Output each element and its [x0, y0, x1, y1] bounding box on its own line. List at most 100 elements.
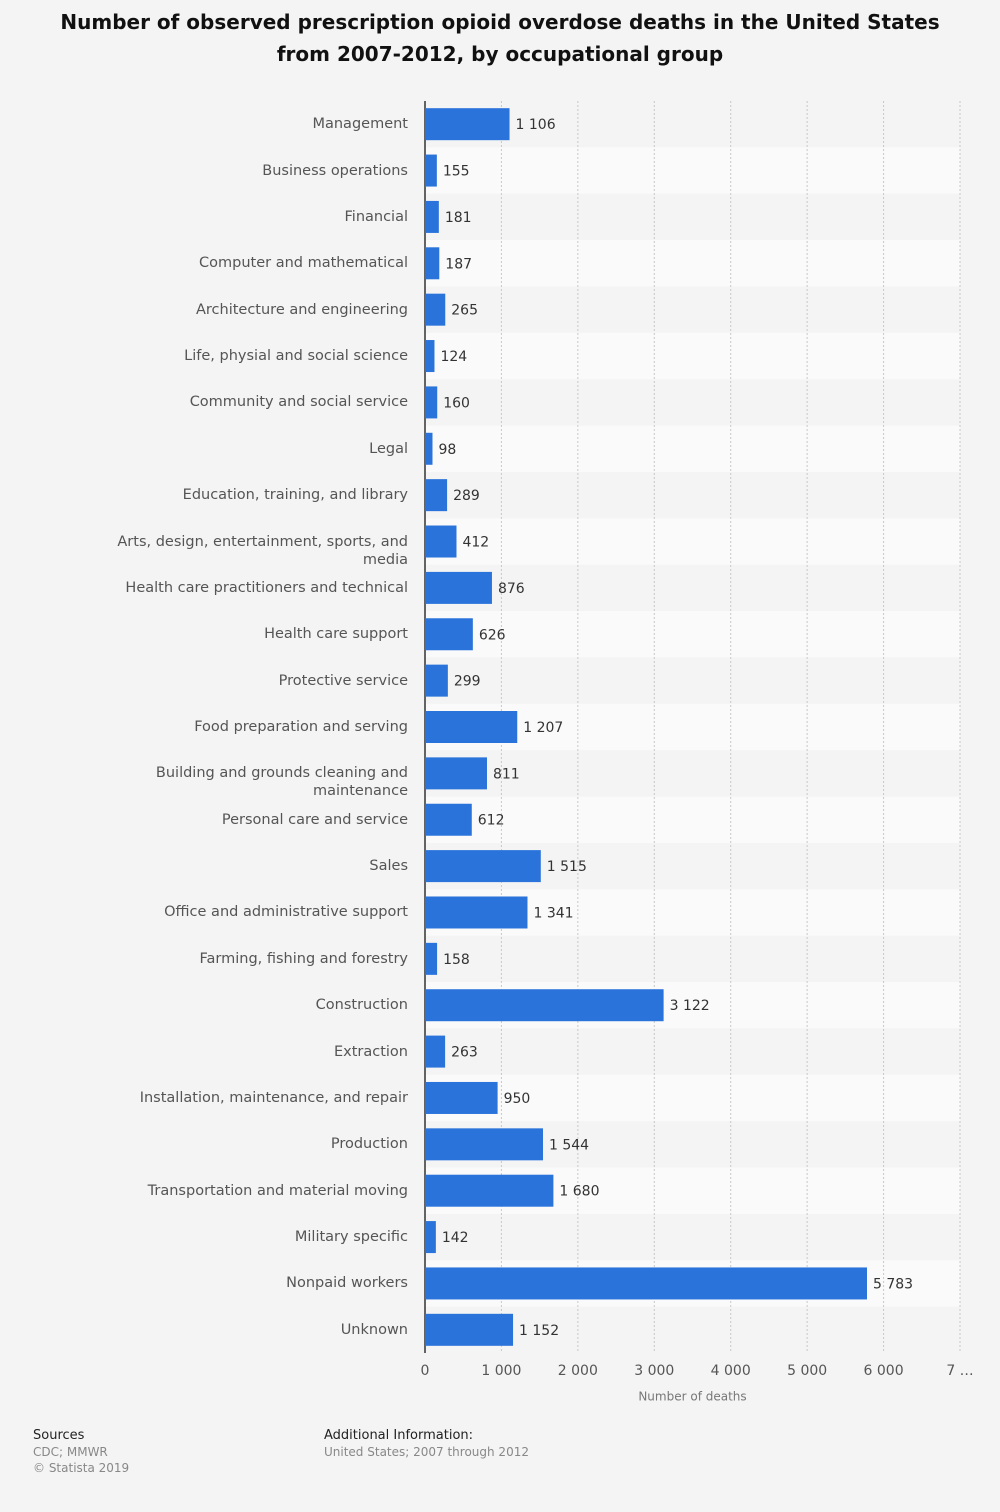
row-stripe	[425, 1074, 960, 1122]
info-text: United States; 2007 through 2012	[324, 1445, 529, 1459]
bar	[425, 1313, 514, 1346]
y-tick-label: Business operations	[262, 162, 408, 179]
bar	[425, 664, 448, 697]
row-stripe	[425, 611, 960, 658]
y-tick-label: Health care practitioners and technical	[125, 579, 408, 596]
y-tick-label: Production	[330, 1136, 408, 1153]
bar	[425, 1035, 446, 1068]
row-stripe	[425, 332, 960, 380]
y-tick-label: Computer and mathematical	[199, 255, 408, 272]
bar	[425, 1267, 867, 1300]
y-tick-label: Office and administrative support	[164, 904, 408, 921]
value-label: 263	[451, 1045, 478, 1061]
bar	[425, 293, 446, 326]
sources-heading: Sources	[33, 1428, 85, 1443]
chart-title: Number of observed prescription opioid o…	[60, 10, 940, 66]
y-tick-label: Unknown	[340, 1321, 408, 1338]
value-label: 187	[445, 256, 472, 272]
y-tick-label: Management	[312, 116, 408, 133]
y-tick-label: Extraction	[333, 1043, 408, 1060]
y-tick-label: Farming, fishing and forestry	[199, 950, 409, 967]
bar	[425, 247, 440, 280]
row-stripe	[425, 147, 960, 194]
value-label: 289	[453, 488, 480, 504]
y-tick-label: Protective service	[278, 672, 408, 689]
bar	[425, 711, 518, 743]
y-tick-label: Transportation and material moving	[147, 1182, 408, 1199]
y-tick-label: Building and grounds cleaning and mainte…	[155, 765, 408, 800]
y-tick-label: Life, physial and social science	[184, 348, 408, 365]
bar	[425, 1221, 436, 1254]
x-tick-label: 3 000	[634, 1363, 674, 1379]
y-tick-label: Community and social service	[189, 394, 408, 411]
value-label: 265	[451, 303, 478, 319]
y-tick-label: Installation, maintenance, and repair	[139, 1089, 408, 1106]
x-tick-label: 2 000	[558, 1363, 598, 1379]
y-tick-label: Architecture and engineering	[195, 301, 408, 318]
value-label: 1 680	[559, 1184, 599, 1200]
y-tick-label: Financial	[344, 208, 409, 225]
bar	[425, 525, 457, 558]
x-axis-title: Number of deaths	[638, 1390, 746, 1404]
value-label: 299	[454, 674, 481, 690]
value-label: 3 122	[670, 998, 710, 1014]
info-heading: Additional Information:	[324, 1428, 474, 1443]
value-label: 626	[479, 627, 506, 643]
value-label: 142	[442, 1230, 469, 1246]
value-label: 1 207	[523, 720, 563, 736]
y-tick-label: Education, training, and library	[182, 487, 408, 504]
bar	[425, 386, 438, 419]
y-tick-label: Sales	[369, 858, 408, 875]
y-tick-label: Health care support	[264, 626, 408, 643]
row-stripe	[425, 796, 960, 843]
bar	[425, 989, 664, 1022]
value-label: 158	[443, 952, 470, 968]
x-tick-label: 1 000	[481, 1363, 521, 1379]
row-stripe	[425, 518, 960, 565]
value-label: 1 152	[519, 1323, 559, 1339]
bar	[425, 571, 492, 604]
bar	[425, 479, 448, 512]
value-label: 412	[462, 535, 489, 551]
value-label: 811	[493, 766, 520, 782]
bar	[425, 1081, 498, 1114]
value-label: 1 515	[547, 859, 587, 875]
copyright: © Statista 2019	[33, 1461, 130, 1475]
y-tick-label: Food preparation and serving	[194, 719, 408, 735]
value-label: 181	[445, 210, 472, 226]
x-tick-label: 6 000	[864, 1363, 904, 1379]
sources-text: CDC; MMWR	[33, 1445, 108, 1459]
sources: Sources CDC; MMWR © Statista 2019	[33, 1427, 129, 1476]
row-stripe	[425, 425, 960, 472]
bar	[425, 340, 435, 373]
bar	[425, 1174, 554, 1207]
value-label: 124	[440, 349, 467, 365]
value-label: 160	[443, 395, 470, 411]
bar	[425, 896, 528, 929]
x-tick-label: 5 000	[787, 1363, 827, 1379]
additional-info: Additional Information: United States; 2…	[324, 1427, 529, 1460]
y-tick-label: Legal	[369, 440, 408, 457]
y-tick-label: Military specific	[294, 1229, 408, 1246]
value-label: 5 783	[873, 1276, 913, 1292]
bar	[425, 108, 510, 141]
bar	[425, 850, 541, 883]
x-tick-label: 4 000	[711, 1363, 751, 1379]
value-label: 950	[504, 1091, 531, 1107]
bar	[425, 1128, 544, 1161]
bar	[425, 618, 473, 651]
bar	[425, 200, 439, 233]
bar	[425, 154, 437, 187]
value-label: 1 106	[516, 117, 556, 133]
value-label: 876	[498, 581, 525, 597]
y-tick-label: Personal care and service	[221, 811, 408, 828]
value-label: 1 544	[549, 1137, 589, 1153]
x-tick-label: 0	[421, 1363, 430, 1379]
value-label: 612	[478, 813, 505, 829]
value-label: 1 341	[533, 905, 573, 921]
y-tick-label: Construction	[315, 997, 408, 1014]
y-tick-label: Nonpaid workers	[286, 1275, 408, 1292]
x-tick-label: 7 …	[946, 1363, 973, 1379]
